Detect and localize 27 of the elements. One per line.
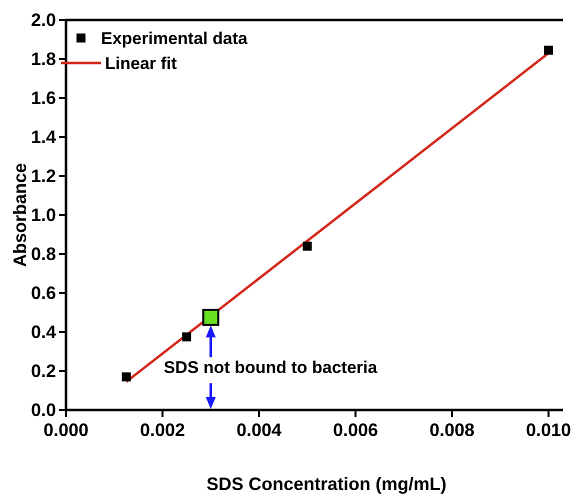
x-tick-label: 0.006: [332, 420, 378, 440]
y-tick-label: 0.2: [30, 361, 56, 381]
x-axis-title: SDS Concentration (mg/mL): [206, 474, 447, 494]
y-tick-label: 1.6: [30, 88, 56, 108]
x-tick-label: 0.002: [140, 420, 186, 440]
legend-label: Linear fit: [105, 54, 178, 73]
point: [182, 332, 192, 342]
y-tick-label: 0.4: [30, 322, 56, 342]
point: [202, 308, 220, 326]
y-tick-label: 1.8: [30, 49, 56, 69]
point: [122, 372, 131, 382]
y-tick-label: 0.0: [30, 400, 56, 420]
point: [302, 242, 312, 251]
y-tick-label: 1.4: [30, 127, 56, 147]
y-tick-label: 2.0: [30, 10, 56, 30]
x-tick-label: 0.000: [43, 420, 89, 440]
y-tick-label: 1.0: [30, 205, 56, 225]
y-tick-label: 1.2: [30, 166, 56, 186]
legend-label: Experimental data: [101, 29, 248, 48]
x-tick-label: 0.010: [526, 420, 572, 440]
x-tick-label: 0.008: [429, 420, 475, 440]
y-tick-label: 0.8: [30, 244, 56, 264]
y-tick-label: 0.6: [30, 283, 56, 303]
y-axis-title: Absorbance: [10, 162, 30, 268]
point: [544, 46, 554, 55]
annotation: SDS not bound to bacteria: [164, 358, 378, 378]
x-tick-label: 0.004: [236, 420, 282, 440]
